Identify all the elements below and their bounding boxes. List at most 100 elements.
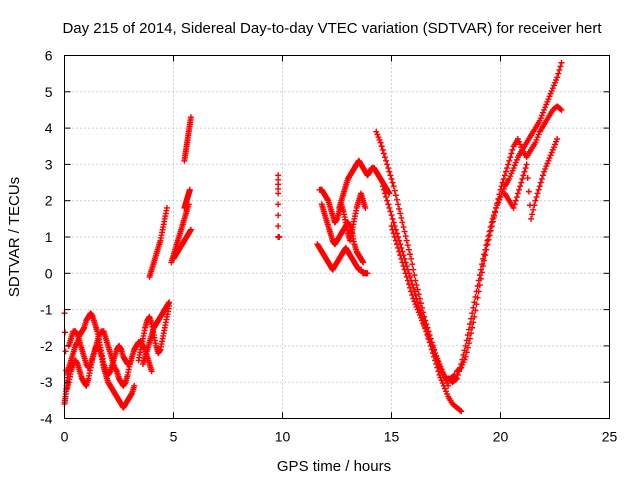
data-point [401,266,408,273]
data-point [393,196,400,203]
data-point [528,215,535,222]
data-point [410,295,417,302]
data-point [376,136,383,143]
data-point [453,375,460,382]
data-point [524,175,531,182]
data-point [519,175,526,182]
data-point [473,301,480,308]
series-rise-b [453,103,565,375]
data-point [530,206,537,213]
data-point [392,192,399,199]
data-point [458,408,465,415]
series-decline-b [379,183,465,415]
data-point [392,237,399,244]
data-point [415,291,422,298]
data-point [549,146,556,153]
data-point [544,160,551,167]
data-point [421,322,428,329]
data-point [490,214,497,221]
data-point [512,197,519,204]
data-point [550,82,557,89]
data-point [403,237,410,244]
data-point [381,190,388,197]
data-point [429,344,436,351]
data-point [518,144,525,151]
data-point [390,183,397,190]
data-point [186,186,193,193]
data-point [398,214,405,221]
series-five-hour-d [181,114,194,164]
data-point [464,344,471,351]
data-point [552,79,558,86]
data-point [384,197,391,204]
data-point [481,251,488,258]
data-point [484,241,491,248]
data-point [439,369,446,376]
data-point [531,202,538,209]
data-point [558,106,565,113]
data-point [534,134,541,141]
data-point [511,162,518,169]
data-point [398,255,405,262]
data-point [474,294,481,301]
data-point [513,156,520,163]
data-point [509,167,516,174]
data-point [540,172,547,179]
data-point [480,263,487,270]
data-point [546,93,553,100]
data-point [506,175,513,182]
data-point [497,186,504,193]
data-point [457,365,464,372]
data-point [516,138,523,145]
data-point [383,194,390,201]
data-point [385,165,392,172]
data-point [380,150,387,157]
data-point [374,131,381,138]
data-point [420,320,427,327]
data-point [489,218,496,225]
data-point [466,335,473,342]
data-point [393,241,400,248]
data-point [507,154,514,161]
y-tick-label: -2 [40,338,53,354]
data-point [395,201,402,208]
data-point [389,215,396,222]
series-noon-c [314,241,371,277]
data-point [512,159,519,166]
series-morning-rise-b [146,204,170,280]
data-point [275,201,282,208]
data-point [443,388,449,395]
data-point [471,313,478,320]
data-point [553,138,560,145]
data-point [554,135,561,142]
data-point [469,324,476,331]
y-tick-label: 6 [45,48,53,64]
data-point [276,234,283,240]
data-point [405,246,412,253]
data-point [62,348,69,355]
series-five-hour-c [181,186,193,211]
data-point [543,163,550,170]
data-point [434,355,441,362]
data-point [505,161,512,168]
data-point [375,134,382,141]
data-point [548,149,555,156]
data-point [381,154,388,161]
data-point [516,186,523,193]
data-point [131,382,138,389]
data-point [543,101,550,108]
data-point [513,194,520,201]
series-ten-hour [275,172,283,240]
data-point [469,310,476,317]
data-point [548,87,555,94]
data-point [458,364,465,371]
data-point [390,219,397,226]
y-tick-label: -3 [40,374,53,390]
data-point [427,339,434,346]
series-morning-rise-c [139,299,173,368]
data-point [494,200,501,207]
data-point [542,104,549,111]
data-point [450,372,457,379]
data-point [399,259,406,266]
series-rise-a [445,59,565,386]
